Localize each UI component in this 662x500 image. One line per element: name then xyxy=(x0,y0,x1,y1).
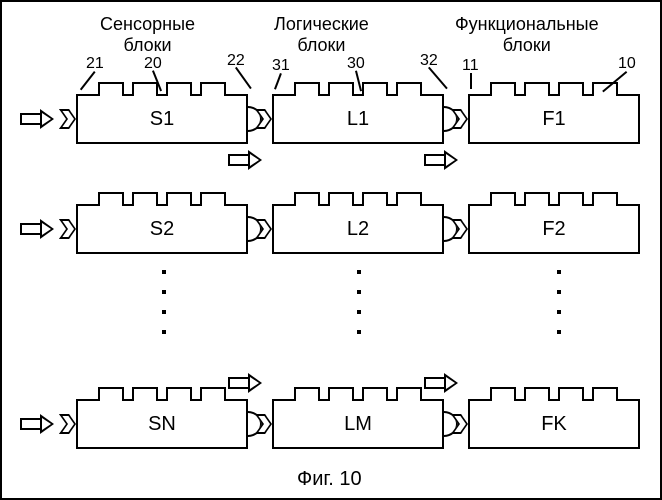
block-f2: F2 xyxy=(468,204,640,254)
callout-lead xyxy=(235,67,252,89)
block-stud xyxy=(558,82,584,96)
connector-input xyxy=(66,219,76,239)
block-stud xyxy=(98,82,124,96)
block-stud xyxy=(294,192,320,206)
callout-lead xyxy=(355,71,362,91)
connector-input xyxy=(458,109,468,129)
connector-input xyxy=(262,219,272,239)
block-stud xyxy=(558,387,584,401)
callout-lead xyxy=(80,71,96,90)
block-stud xyxy=(98,387,124,401)
block-stud xyxy=(132,192,158,206)
input-arrow-row2 xyxy=(20,219,54,239)
block-stud xyxy=(294,82,320,96)
block-stud xyxy=(396,192,422,206)
connector-input xyxy=(66,109,76,129)
callout-lead xyxy=(470,73,472,89)
block-stud xyxy=(592,192,618,206)
block-stud xyxy=(558,192,584,206)
block-stud xyxy=(396,387,422,401)
block-stud xyxy=(490,82,516,96)
block-stud xyxy=(200,82,226,96)
continuation-dots-col xyxy=(162,270,166,350)
block-stud xyxy=(328,387,354,401)
input-arrow-row1 xyxy=(20,109,54,129)
block-stud xyxy=(166,192,192,206)
callout-lead xyxy=(274,73,282,90)
block-stud xyxy=(166,82,192,96)
column-label-sensor: Сенсорные блоки xyxy=(100,14,195,55)
flow-arrow xyxy=(424,373,458,393)
block-stud xyxy=(294,387,320,401)
block-stud xyxy=(328,82,354,96)
block-stud xyxy=(132,387,158,401)
column-label-logic: Логические блоки xyxy=(274,14,369,55)
block-stud xyxy=(362,82,388,96)
block-stud xyxy=(200,387,226,401)
block-stud xyxy=(362,192,388,206)
block-stud xyxy=(98,192,124,206)
block-f1: F1 xyxy=(468,94,640,144)
continuation-dots-col xyxy=(357,270,361,350)
block-l2: L2 xyxy=(272,204,444,254)
callout-label: 31 xyxy=(272,57,290,75)
column-label-function: Функциональные блоки xyxy=(455,14,599,55)
connector-input xyxy=(66,414,76,434)
flow-arrow xyxy=(228,150,262,170)
block-stud xyxy=(524,192,550,206)
block-l1: L1 xyxy=(272,94,444,144)
block-stud xyxy=(200,192,226,206)
block-fk: FK xyxy=(468,399,640,449)
figure-caption: Фиг. 10 xyxy=(297,468,362,491)
block-stud xyxy=(524,387,550,401)
block-stud xyxy=(328,192,354,206)
block-stud xyxy=(166,387,192,401)
block-stud xyxy=(490,387,516,401)
block-stud xyxy=(524,82,550,96)
block-stud xyxy=(490,192,516,206)
connector-input xyxy=(262,414,272,434)
connector-input xyxy=(458,414,468,434)
block-stud xyxy=(396,82,422,96)
continuation-dots-col xyxy=(557,270,561,350)
connector-input xyxy=(458,219,468,239)
block-s2: S2 xyxy=(76,204,248,254)
block-stud xyxy=(362,387,388,401)
input-arrow-row3 xyxy=(20,414,54,434)
block-stud xyxy=(132,82,158,96)
connector-input xyxy=(262,109,272,129)
flow-arrow xyxy=(424,150,458,170)
callout-lead xyxy=(428,67,448,89)
flow-arrow xyxy=(228,373,262,393)
callout-label: 21 xyxy=(86,55,104,73)
block-stud xyxy=(592,387,618,401)
block-lm: LM xyxy=(272,399,444,449)
block-s1: S1 xyxy=(76,94,248,144)
diagram-figure: Сенсорные блоки Логические блоки Функцио… xyxy=(0,0,662,500)
block-sn: SN xyxy=(76,399,248,449)
callout-label: 10 xyxy=(618,55,636,73)
